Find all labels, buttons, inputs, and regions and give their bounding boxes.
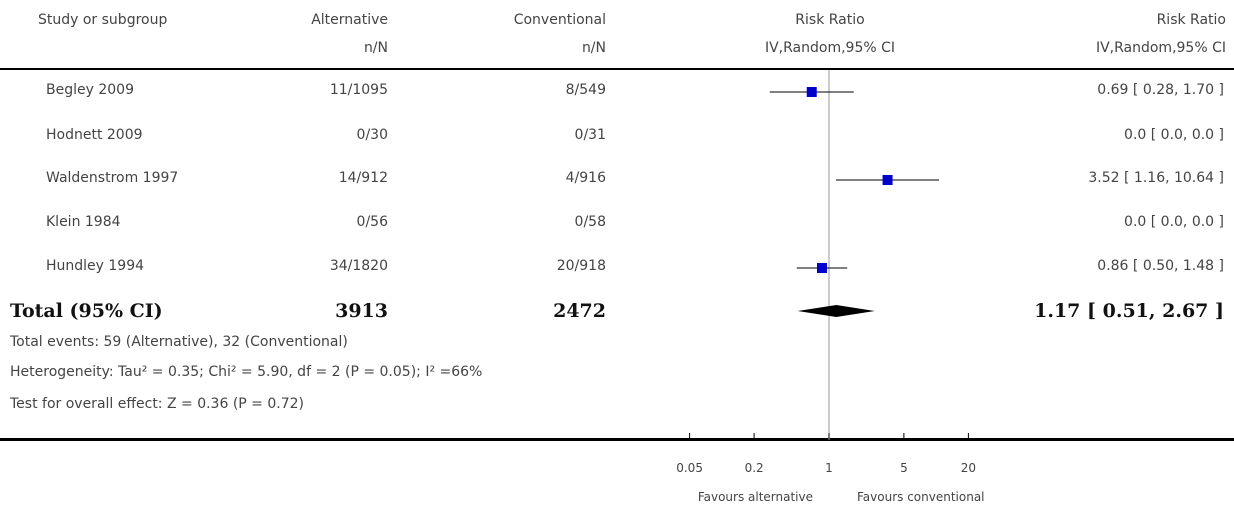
study-alternative: 0/30 (356, 127, 388, 143)
study-alternative: 34/1820 (329, 258, 388, 274)
axis-tick-label: 1 (825, 461, 833, 475)
axis-tick-label: 5 (900, 461, 908, 475)
study-conventional: 20/918 (556, 258, 606, 274)
header-risk-ratio: Risk Ratio (1156, 12, 1226, 28)
study-name: Hundley 1994 (46, 258, 145, 274)
study-risk-ratio: 0.86 [ 0.50, 1.48 ] (1097, 258, 1224, 274)
study-name: Hodnett 2009 (46, 127, 143, 143)
study-marker (816, 263, 827, 273)
header-alternative-sub: n/N (363, 40, 388, 56)
axis-tick-label: 20 (961, 461, 976, 475)
total-conventional: 2472 (553, 300, 606, 322)
header-conventional: Conventional (513, 12, 606, 28)
total-alternative: 3913 (335, 300, 388, 322)
favours-left-label: Favours alternative (698, 490, 813, 504)
total-label: Total (95% CI) (10, 300, 163, 322)
total-diamond (797, 305, 875, 317)
header-plot: Risk Ratio (795, 12, 865, 28)
heterogeneity-note: Heterogeneity: Tau² = 0.35; Chi² = 5.90,… (10, 364, 483, 380)
study-marker (806, 87, 817, 97)
study-name: Klein 1984 (46, 214, 121, 230)
study-conventional: 4/916 (565, 170, 606, 186)
study-risk-ratio: 3.52 [ 1.16, 10.64 ] (1088, 170, 1224, 186)
total-risk-ratio: 1.17 [ 0.51, 2.67 ] (1034, 300, 1224, 322)
study-risk-ratio: 0.69 [ 0.28, 1.70 ] (1097, 82, 1224, 98)
study-name: Waldenstrom 1997 (46, 170, 179, 186)
header-risk-ratio-sub: IV,Random,95% CI (1095, 40, 1226, 56)
total-events-note: Total events: 59 (Alternative), 32 (Conv… (10, 334, 348, 350)
overall-effect-note: Test for overall effect: Z = 0.36 (P = 0… (10, 396, 304, 412)
study-conventional: 8/549 (565, 82, 606, 98)
study-name: Begley 2009 (46, 82, 134, 98)
header-rule (0, 68, 1234, 70)
study-alternative: 11/1095 (329, 82, 388, 98)
study-risk-ratio: 0.0 [ 0.0, 0.0 ] (1124, 214, 1224, 230)
study-marker (882, 175, 893, 185)
header-plot-sub: IV,Random,95% CI (764, 40, 896, 56)
study-conventional: 0/58 (574, 214, 606, 230)
header-study: Study or subgroup (38, 12, 168, 28)
axis-tick-label: 0.2 (745, 461, 764, 475)
footer-rule (0, 438, 1234, 441)
study-conventional: 0/31 (574, 127, 606, 143)
header-conventional-sub: n/N (581, 40, 606, 56)
study-alternative: 14/912 (338, 170, 388, 186)
header-alternative: Alternative (311, 12, 388, 28)
axis-tick-label: 0.05 (676, 461, 703, 475)
study-alternative: 0/56 (356, 214, 388, 230)
favours-right-label: Favours conventional (857, 490, 985, 504)
study-risk-ratio: 0.0 [ 0.0, 0.0 ] (1124, 127, 1224, 143)
